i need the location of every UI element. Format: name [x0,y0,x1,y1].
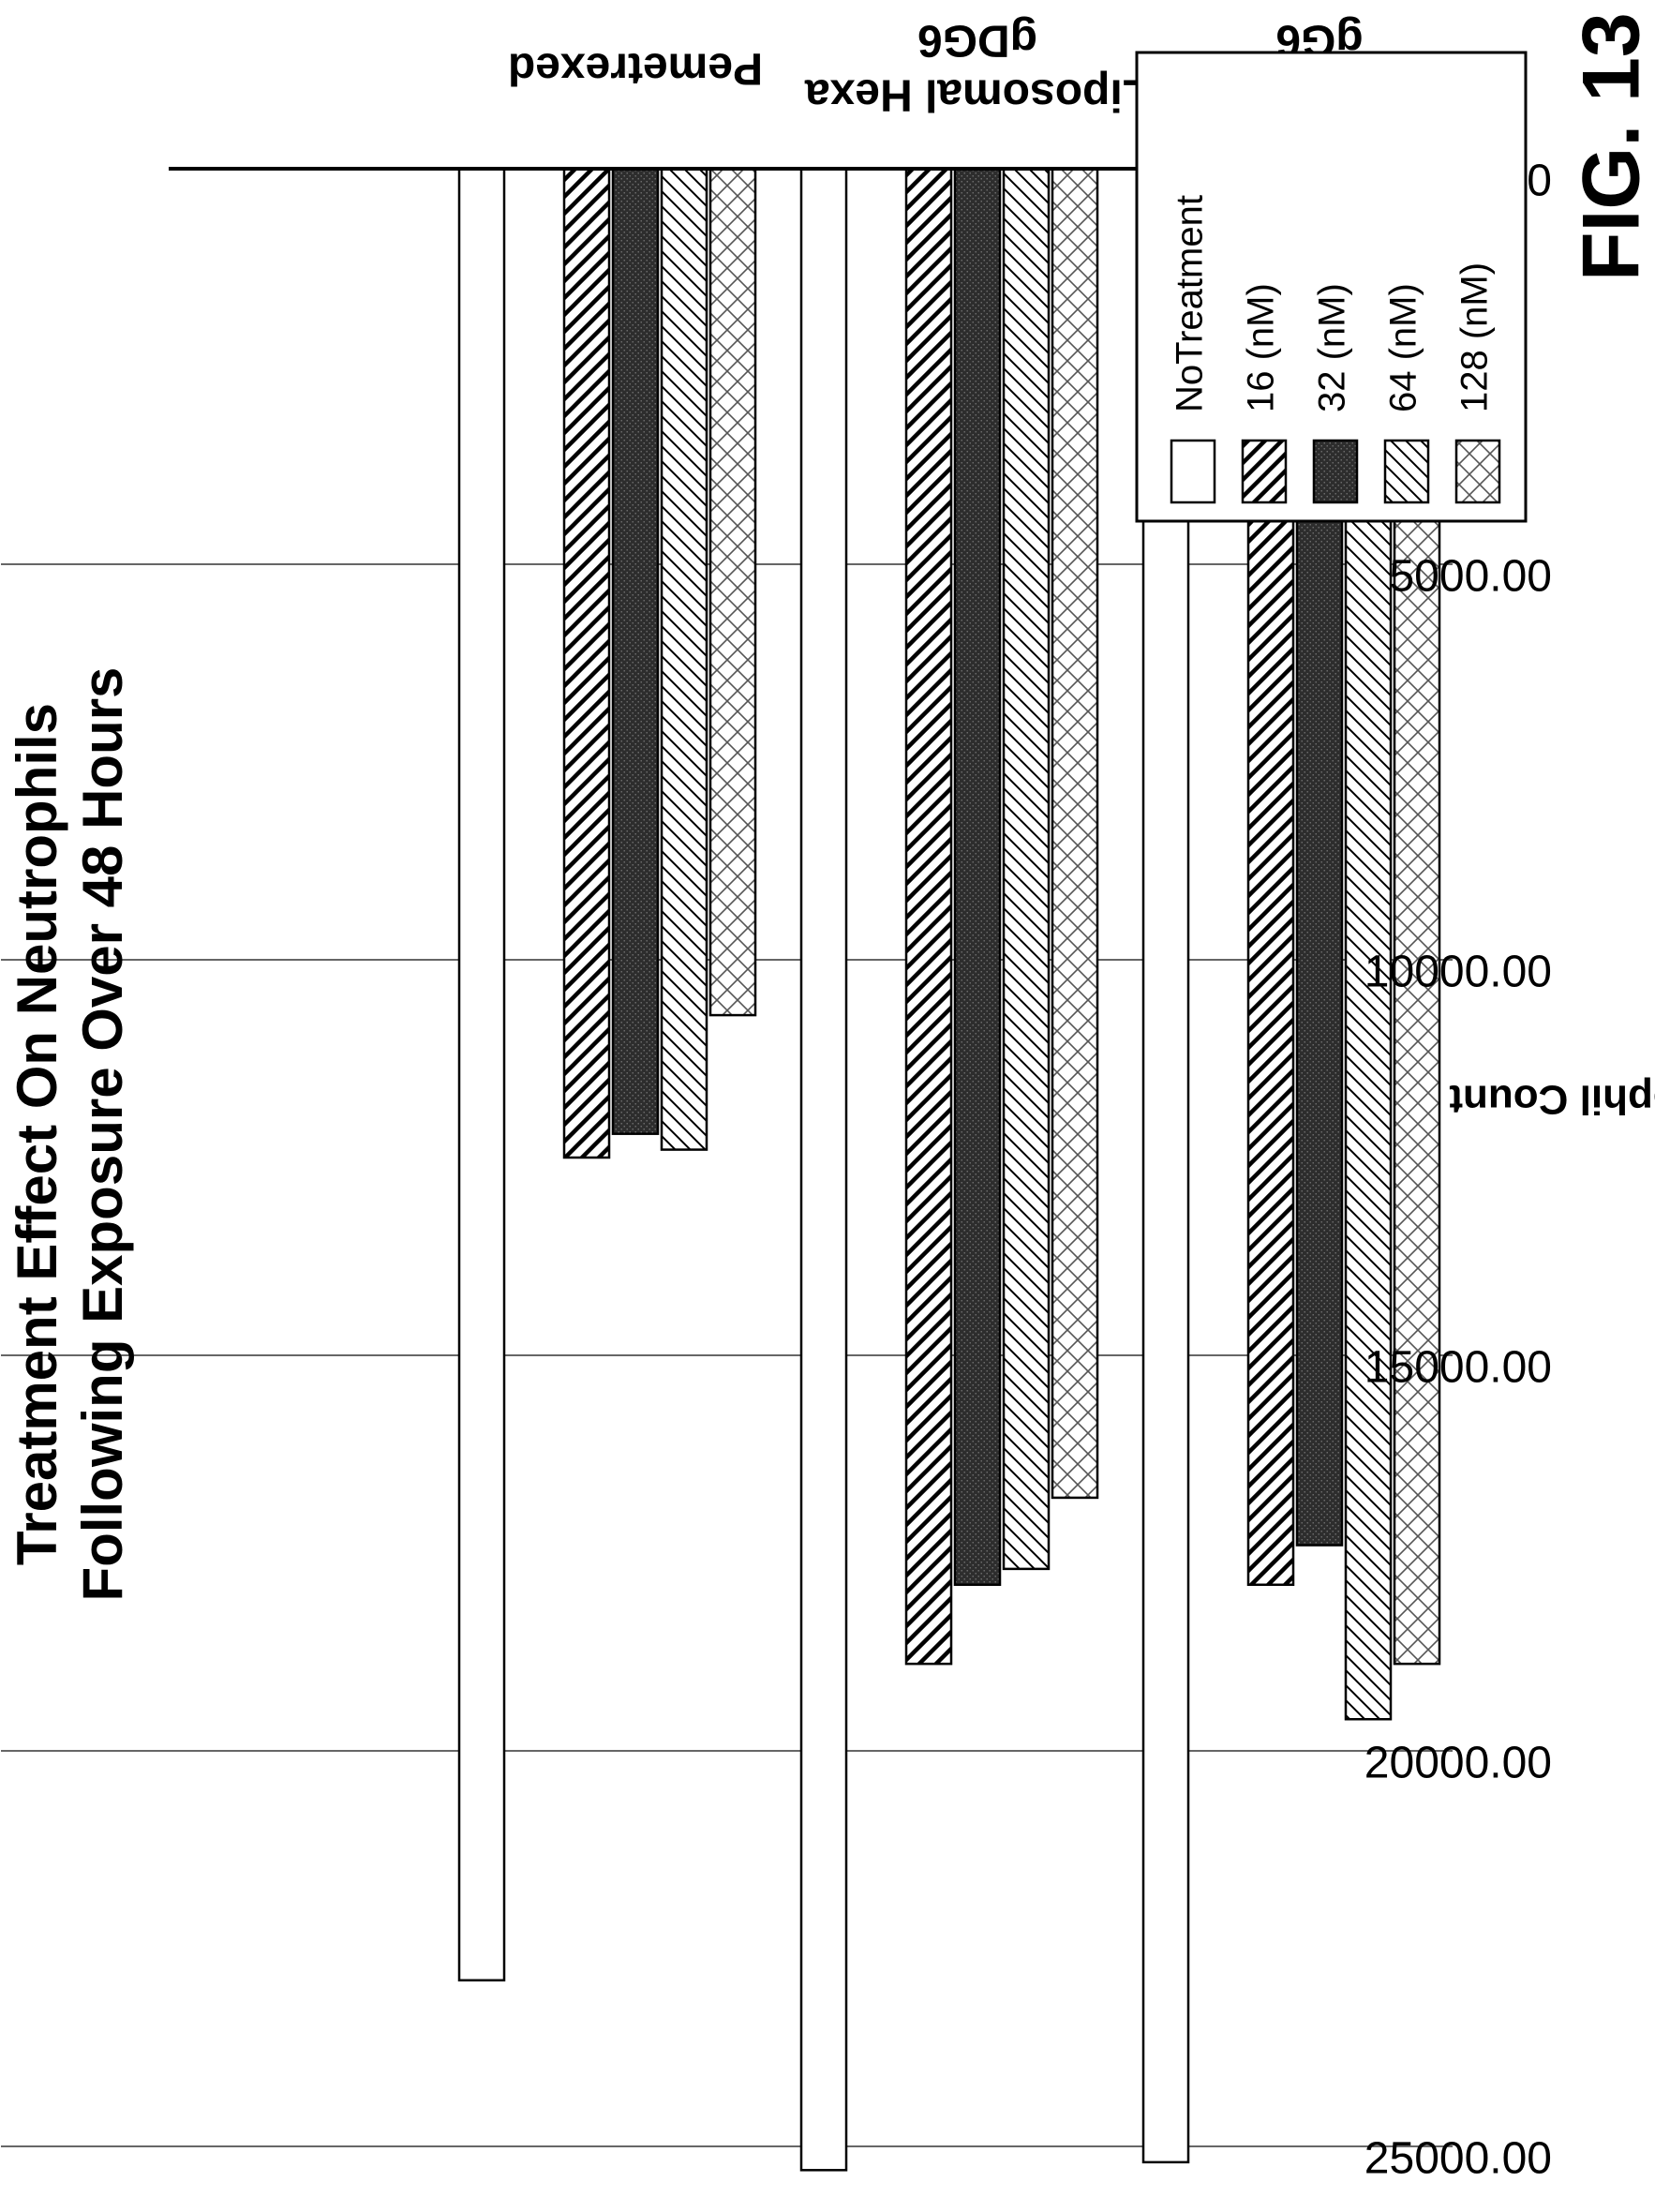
legend-swatch-2 [1312,439,1359,504]
bar-64-nm--cat2 [660,167,708,1151]
bar-32-nm--cat2 [611,167,660,1135]
legend-entry-0: 128 (nM) [1454,262,1496,412]
legend-swatch-3 [1241,439,1288,504]
legend-entry-3: 16 (nM) [1241,283,1282,412]
figure-label-group: FIG. 13 [1567,12,1655,281]
legend-box [1135,51,1528,523]
bar-128-nm--cat1 [1051,167,1099,1500]
legend-entry-4: NoTreatment [1170,195,1211,412]
category-label-2-line0: Pemetrexed [508,43,763,93]
legend-entry-2: 32 (nM) [1312,283,1353,412]
bar-notreatment-cat1 [799,167,848,2172]
bar-16-nm--cat2 [562,167,611,1159]
y-tick-label-5000: 5000.00 [1389,552,1552,602]
y-axis-label: Neutrophil Count [1449,1076,1655,1122]
y-tick-labels: 0.005000.0010000.0015000.0020000.0025000… [1364,157,1552,2184]
bars-group [457,167,1441,2172]
legend: 128 (nM) 64 (nM) 32 (nM) 16 (nM) NoTreatment [1135,51,1528,523]
category-label-1-line0: Liposomal Hexa [805,69,1150,119]
y-tick-label-20000: 20000.00 [1364,1739,1552,1788]
legend-swatch-0 [1454,439,1501,504]
rotated-chart-group: 0.005000.0010000.0015000.0020000.0025000… [1,12,1655,2184]
bar-64-nm--cat1 [1002,167,1051,1571]
bar-128-nm--cat2 [708,167,757,1017]
chart-title-line-0: Treatment Effect On Neutrophils [6,703,68,1565]
y-axis-label-group: Neutrophil Count [1449,1076,1655,1122]
y-tick-label-25000: 25000.00 [1364,2134,1552,2184]
y-tick-label-15000: 15000.00 [1364,1343,1552,1393]
legend-entry-1: 64 (nM) [1383,283,1424,412]
bar-32-nm--cat1 [953,167,1002,1587]
chart-title-line-1: Following Exposure Over 48 Hours [71,667,134,1602]
bar-16-nm--cat1 [904,167,953,1666]
gridlines [1,563,1453,2147]
legend-swatch-4 [1170,439,1216,504]
bar-notreatment-cat2 [457,167,506,1982]
category-label-1-line1: gDG6 [917,15,1037,65]
legend-swatch-1 [1383,439,1430,504]
chart-title: Treatment Effect On Neutrophils Following… [6,667,134,1602]
figure-label: FIG. 13 [1567,12,1655,281]
y-tick-label-10000: 10000.00 [1364,948,1552,997]
